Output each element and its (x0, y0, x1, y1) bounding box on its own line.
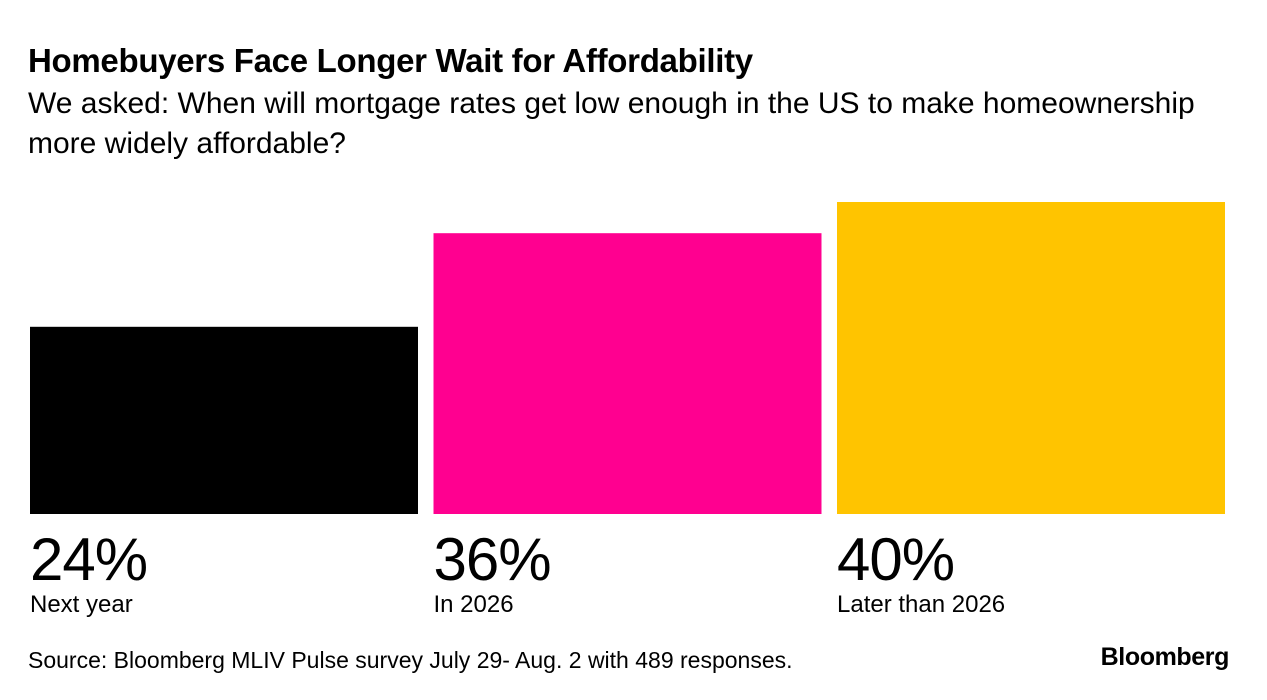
value-label-3: 40% (837, 526, 954, 593)
category-label-3: Later than 2026 (837, 591, 1005, 618)
value-label-1: 24% (30, 526, 147, 593)
chart-subtitle: We asked: When will mortgage rates get l… (28, 87, 1195, 160)
category-label-2: In 2026 (434, 591, 514, 618)
bar-2 (433, 233, 822, 514)
bar-1 (30, 326, 418, 514)
chart-title: Homebuyers Face Longer Wait for Affordab… (28, 42, 753, 79)
source-note: Source: Bloomberg MLIV Pulse survey July… (28, 647, 793, 673)
category-label-1: Next year (30, 591, 133, 618)
bar-3 (837, 202, 1225, 514)
value-label-2: 36% (434, 526, 551, 593)
bloomberg-logo: Bloomberg (1100, 643, 1230, 671)
